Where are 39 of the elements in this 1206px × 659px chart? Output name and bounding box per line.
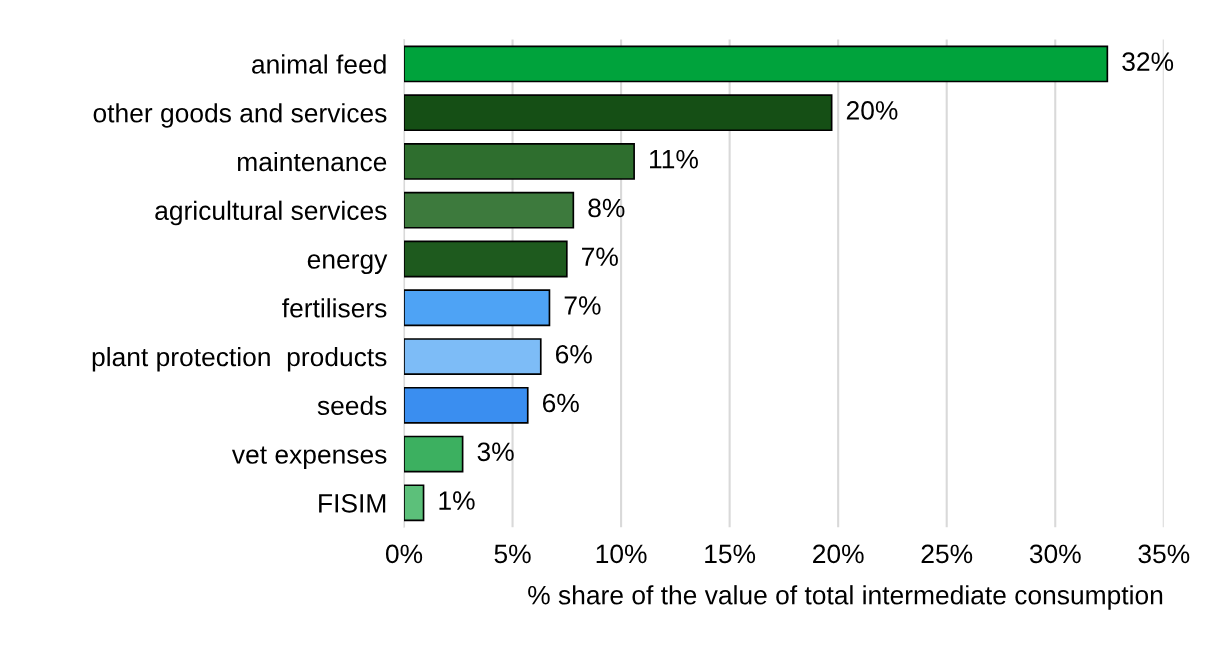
- bar: [404, 191, 575, 229]
- data-label: 8%: [588, 198, 625, 218]
- data-label: 11%: [650, 149, 698, 169]
- y-tick-label: energy: [307, 254, 388, 275]
- x-axis-title: % share of the value of total intermediate consumption: [528, 585, 1163, 610]
- data-label: 6%: [556, 344, 592, 364]
- y-tick-label: fertilisers: [282, 298, 387, 318]
- bar: [404, 484, 425, 522]
- bar: [404, 240, 568, 278]
- data-label: 20%: [846, 101, 898, 120]
- y-tick-label: FISIM: [319, 493, 386, 513]
- data-label: 1%: [439, 491, 475, 510]
- data-label: 7%: [564, 296, 601, 315]
- data-label: 7%: [582, 247, 618, 266]
- x-tick-label: 5%: [494, 544, 531, 564]
- x-tick-label: 20%: [813, 544, 864, 564]
- data-label: 32%: [1122, 52, 1174, 72]
- y-tick-label: vet expenses: [231, 446, 387, 470]
- y-tick-label: other goods and services: [93, 103, 387, 128]
- bar: [404, 338, 542, 375]
- x-tick-label: 25%: [921, 544, 973, 564]
- data-label: 6%: [542, 393, 579, 413]
- x-tick-label: 0%: [385, 544, 423, 564]
- bar: [404, 435, 464, 473]
- x-tick-label: 35%: [1138, 544, 1190, 564]
- bar: [404, 94, 833, 132]
- y-tick-label: seeds: [317, 395, 387, 416]
- bar: [404, 45, 1109, 83]
- y-tick-label: plant protection products: [92, 346, 387, 372]
- x-tick-label: 15%: [705, 544, 756, 564]
- y-tick-label: agricultural services: [155, 200, 387, 226]
- bar: [404, 289, 551, 327]
- x-tick-label: 10%: [596, 544, 647, 564]
- x-tick-label: 30%: [1029, 544, 1081, 564]
- y-tick-label: animal feed: [252, 54, 386, 74]
- y-tick-label: maintenance: [238, 151, 387, 172]
- bar: [404, 386, 529, 424]
- bar: [404, 143, 635, 180]
- data-label: 3%: [477, 442, 514, 462]
